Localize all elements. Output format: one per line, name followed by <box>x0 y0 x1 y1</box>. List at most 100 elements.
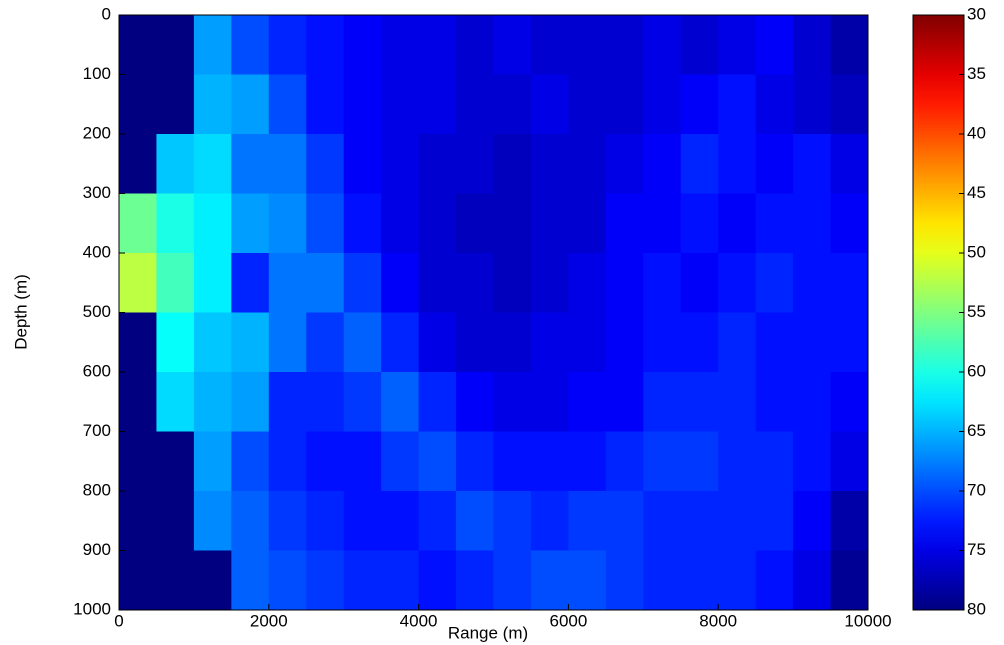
y-tick-label: 100 <box>83 64 111 83</box>
heatmap-cell <box>530 372 569 432</box>
heatmap-cell <box>156 431 195 492</box>
y-tick-label: 800 <box>83 480 111 499</box>
heatmap-cell <box>268 253 307 313</box>
x-tick-label: 0 <box>114 611 123 630</box>
heatmap-cell <box>830 491 869 551</box>
heatmap-cell <box>193 431 232 492</box>
y-tick-label: 400 <box>83 242 111 261</box>
heatmap-cell <box>755 253 794 313</box>
heatmap-cell <box>456 431 494 492</box>
colorbar-tick-label: 70 <box>967 480 986 499</box>
heatmap-cell <box>718 491 757 551</box>
heatmap-cell <box>418 491 457 551</box>
heatmap-cell <box>755 372 794 432</box>
heatmap-cell <box>755 74 794 135</box>
heatmap-cell <box>605 253 644 313</box>
heatmap-cell <box>830 253 869 313</box>
heatmap-cell <box>306 193 345 254</box>
heatmap-cell <box>306 372 345 432</box>
x-tick-label: 2000 <box>250 611 288 630</box>
heatmap-cell <box>381 193 420 254</box>
heatmap-cell <box>830 550 869 611</box>
heatmap-cell <box>755 15 794 75</box>
heatmap-cell <box>231 134 270 194</box>
heatmap-cell <box>156 372 195 432</box>
heatmap-cell <box>568 372 607 432</box>
heatmap-cell <box>830 74 869 135</box>
heatmap-cell <box>156 312 195 373</box>
heatmap-cell <box>119 372 157 432</box>
heatmap-cell <box>193 372 232 432</box>
heatmap-cell <box>268 431 307 492</box>
heatmap-cell <box>306 74 345 135</box>
heatmap-cell <box>568 312 607 373</box>
x-tick-label: 4000 <box>400 611 438 630</box>
heatmap-cell <box>306 491 345 551</box>
heatmap-cell <box>381 253 420 313</box>
heatmap-cell <box>456 550 494 611</box>
colorbar-tick-label: 55 <box>967 302 986 321</box>
colorbar-tick-label: 40 <box>967 123 986 142</box>
y-tick-label: 200 <box>83 123 111 142</box>
heatmap-cell <box>680 134 719 194</box>
heatmap-cell <box>456 15 494 75</box>
heatmap-cell <box>343 372 382 432</box>
heatmap-cell <box>793 372 832 432</box>
heatmap-cell <box>306 312 345 373</box>
heatmap-cell <box>418 15 457 75</box>
colorbar-tick-label: 50 <box>967 242 986 261</box>
heatmap-cell <box>718 193 757 254</box>
heatmap-cell <box>605 134 644 194</box>
heatmap-cell <box>643 312 682 373</box>
heatmap-cell <box>418 193 457 254</box>
heatmap-cell <box>306 15 345 75</box>
heatmap-cell <box>231 312 270 373</box>
y-tick-label: 500 <box>83 302 111 321</box>
heatmap-cell <box>193 193 232 254</box>
heatmap-cell <box>456 253 494 313</box>
heatmap-cell <box>156 491 195 551</box>
heatmap-cell <box>830 431 869 492</box>
heatmap-cell <box>793 193 832 254</box>
heatmap-cell <box>119 74 157 135</box>
y-tick-label: 0 <box>102 4 111 23</box>
heatmap-cell <box>193 253 232 313</box>
heatmap-cell <box>643 193 682 254</box>
heatmap-cell <box>193 134 232 194</box>
heatmap-cell <box>530 74 569 135</box>
heatmap-cell <box>119 312 157 373</box>
heatmap-cell <box>793 491 832 551</box>
heatmap-cell <box>830 372 869 432</box>
x-tick-label: 10000 <box>844 611 891 630</box>
colorbar-tick-label: 80 <box>967 599 986 618</box>
heatmap-cell <box>493 15 532 75</box>
heatmap-cell <box>381 550 420 611</box>
heatmap-cell <box>343 550 382 611</box>
heatmap-cell <box>268 491 307 551</box>
heatmap-cell <box>456 134 494 194</box>
colorbar-tick-label: 45 <box>967 183 986 202</box>
heatmap-cell <box>268 74 307 135</box>
x-tick-label: 8000 <box>699 611 737 630</box>
heatmap-cell <box>605 15 644 75</box>
heatmap-cell <box>343 431 382 492</box>
heatmap-cell <box>680 193 719 254</box>
heatmap-cell <box>793 134 832 194</box>
heatmap-cell <box>643 74 682 135</box>
heatmap-cell <box>456 372 494 432</box>
heatmap-cell <box>530 312 569 373</box>
heatmap-cell <box>718 550 757 611</box>
heatmap-cell <box>793 74 832 135</box>
heatmap-cell <box>605 491 644 551</box>
heatmap-cell <box>418 372 457 432</box>
heatmap-cell <box>530 193 569 254</box>
heatmap-cell <box>493 550 532 611</box>
heatmap-cell <box>193 312 232 373</box>
heatmap-cell <box>268 193 307 254</box>
heatmap-cell <box>231 431 270 492</box>
heatmap-cell <box>793 550 832 611</box>
heatmap-cell <box>830 193 869 254</box>
heatmap-cell <box>418 550 457 611</box>
heatmap-cell <box>381 312 420 373</box>
